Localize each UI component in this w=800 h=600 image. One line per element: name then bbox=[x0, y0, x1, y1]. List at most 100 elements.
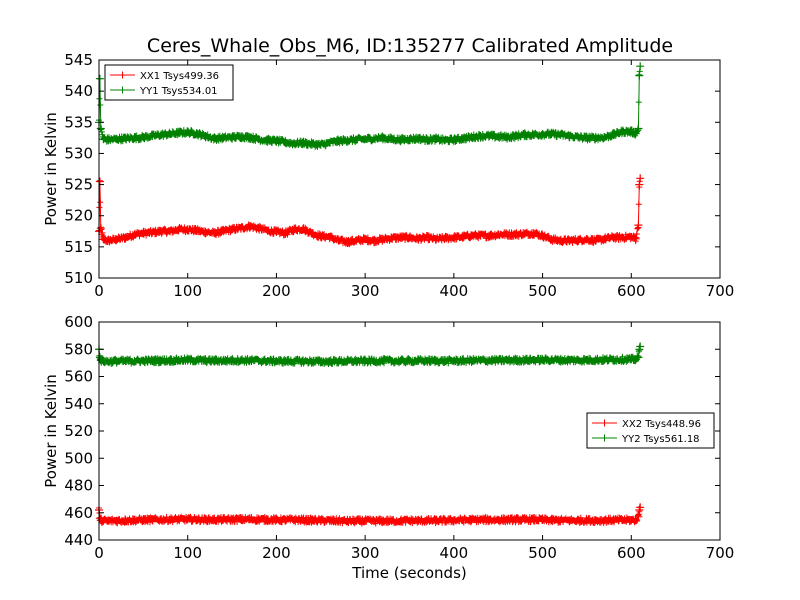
data-point bbox=[405, 516, 414, 525]
data-point bbox=[529, 515, 538, 524]
data-point bbox=[245, 222, 254, 231]
data-point bbox=[582, 235, 591, 244]
data-point bbox=[582, 133, 591, 142]
data-point bbox=[245, 515, 254, 524]
data-point bbox=[103, 135, 112, 144]
data-point bbox=[299, 224, 307, 233]
top-panel: 0 100 200 300 400 500 600 700 510 515 520 525 530 535… bbox=[42, 51, 734, 300]
data-point bbox=[325, 138, 334, 147]
data-point bbox=[103, 516, 112, 525]
data-point bbox=[591, 133, 600, 142]
legend: XX2 Tsys448.96 YY2 Tsys561.18 bbox=[586, 412, 715, 449]
data-point bbox=[609, 355, 618, 364]
data-point bbox=[254, 135, 263, 144]
data-point bbox=[130, 516, 139, 525]
data-point bbox=[121, 357, 130, 366]
data-point bbox=[263, 357, 272, 365]
data-point bbox=[414, 356, 423, 365]
data-point bbox=[547, 130, 556, 139]
data-point bbox=[281, 357, 290, 366]
data-point bbox=[634, 124, 643, 133]
x-tick-label: 200 bbox=[262, 282, 291, 300]
data-point bbox=[476, 356, 485, 365]
data-point bbox=[600, 133, 609, 142]
data-point bbox=[148, 515, 157, 524]
data-point bbox=[307, 229, 316, 238]
data-point bbox=[609, 233, 618, 242]
data-point bbox=[95, 74, 104, 83]
x-tick-label: 100 bbox=[173, 282, 202, 300]
data-point bbox=[236, 515, 245, 524]
data-point bbox=[139, 516, 148, 524]
data-point bbox=[547, 235, 556, 244]
data-point bbox=[635, 180, 644, 189]
data-point bbox=[600, 516, 609, 525]
data-point bbox=[343, 517, 352, 526]
data-point bbox=[192, 356, 201, 365]
data-point bbox=[98, 128, 105, 135]
data-point bbox=[618, 127, 627, 136]
data-point bbox=[574, 133, 583, 142]
x-tick-label: 700 bbox=[706, 282, 735, 300]
data-point bbox=[556, 236, 565, 245]
data-point bbox=[503, 133, 512, 142]
data-point bbox=[97, 199, 104, 206]
data-point bbox=[591, 516, 600, 525]
data-point bbox=[174, 515, 183, 524]
data-point bbox=[299, 357, 307, 366]
legend-marker bbox=[601, 434, 608, 442]
data-point bbox=[325, 232, 334, 241]
data-point bbox=[192, 515, 201, 524]
data-point bbox=[361, 516, 370, 525]
data-point bbox=[174, 225, 183, 234]
data-point bbox=[316, 140, 325, 149]
data-point bbox=[148, 356, 157, 365]
data-point bbox=[627, 232, 636, 241]
y-tick-label: 540 bbox=[64, 82, 93, 100]
data-point bbox=[618, 355, 627, 364]
data-point bbox=[334, 357, 343, 366]
data-point bbox=[476, 132, 485, 140]
data-point bbox=[503, 515, 512, 524]
data-point bbox=[565, 236, 574, 245]
data-point bbox=[299, 516, 307, 524]
data-point bbox=[565, 356, 574, 365]
series-1 bbox=[95, 503, 645, 527]
data-point bbox=[103, 236, 112, 245]
x-tick-label: 100 bbox=[173, 544, 202, 562]
data-point bbox=[423, 356, 432, 365]
y-axis-label: Power in Kelvin bbox=[42, 112, 60, 226]
data-point bbox=[210, 515, 219, 524]
data-point bbox=[485, 231, 494, 240]
data-point bbox=[423, 516, 432, 525]
data-point bbox=[370, 517, 378, 526]
x-tick-label: 300 bbox=[351, 282, 380, 300]
data-point bbox=[405, 356, 414, 365]
data-point bbox=[157, 130, 166, 139]
data-point bbox=[325, 357, 334, 366]
data-point bbox=[556, 516, 565, 525]
x-tick-label: 400 bbox=[440, 282, 469, 300]
data-point bbox=[236, 224, 245, 233]
data-point bbox=[370, 357, 378, 365]
data-point bbox=[148, 132, 157, 140]
data-point bbox=[192, 226, 201, 235]
data-point bbox=[556, 356, 565, 364]
bottom-panel: 0 100 200 300 400 500 600 700 440 460 480 500 520 540… bbox=[42, 313, 734, 582]
data-point bbox=[432, 516, 441, 525]
x-tick-label: 400 bbox=[440, 544, 469, 562]
x-tick-label: 600 bbox=[617, 544, 646, 562]
data-point bbox=[254, 224, 263, 233]
data-point bbox=[432, 235, 441, 244]
series-2 bbox=[95, 62, 645, 150]
data-point bbox=[609, 130, 618, 139]
data-point bbox=[423, 135, 432, 144]
data-point bbox=[538, 130, 547, 139]
data-point bbox=[476, 515, 485, 524]
x-tick-label: 0 bbox=[94, 282, 104, 300]
data-point bbox=[467, 133, 476, 142]
data-point bbox=[378, 516, 387, 525]
data-point bbox=[529, 356, 538, 364]
